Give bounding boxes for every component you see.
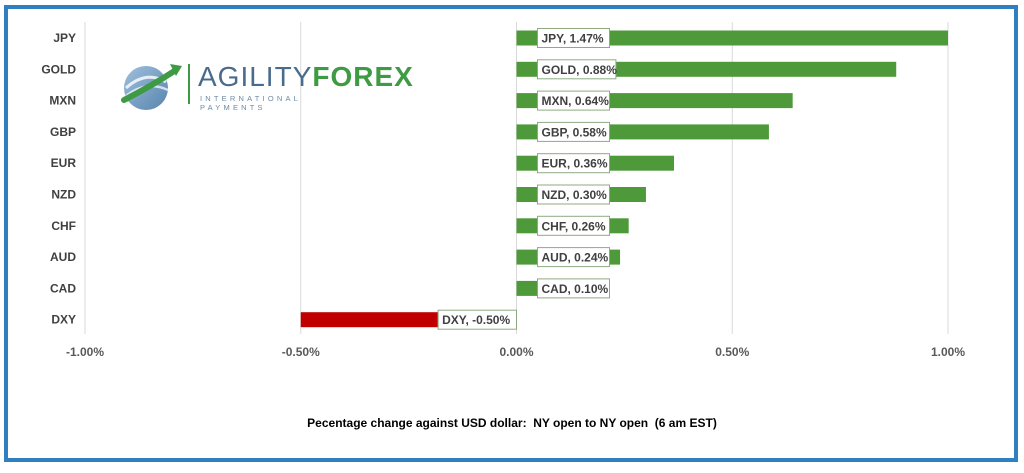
x-tick-label: -0.50%: [282, 345, 320, 359]
category-label: EUR: [51, 156, 77, 170]
logo-wordmark: AGILITYFOREX: [198, 62, 414, 92]
category-label: CHF: [51, 219, 76, 233]
data-label-box: [537, 215, 610, 236]
logo-tagline: INTERNATIONAL PAYMENTS: [200, 94, 301, 112]
data-label-box: [537, 247, 610, 268]
agility-forex-logo: AGILITYFOREX INTERNATIONAL PAYMENTS: [120, 58, 413, 114]
bar: [516, 280, 539, 296]
data-label: CAD, 0.10%: [542, 282, 609, 296]
data-label-box: [537, 28, 610, 48]
bar: [516, 30, 948, 46]
data-label-box: [537, 90, 610, 111]
x-tick-label: 1.00%: [931, 345, 965, 359]
data-label-box: [537, 153, 610, 174]
data-label: DXY, -0.50%: [442, 313, 510, 327]
data-label: JPY, 1.47%: [542, 32, 604, 46]
data-label: EUR, 0.36%: [542, 157, 608, 171]
data-label: MXN, 0.64%: [542, 94, 610, 108]
logo-name-part1: AGILITY: [198, 61, 313, 92]
data-label: GBP, 0.58%: [542, 125, 607, 139]
logo-name-part2: FOREX: [312, 61, 414, 92]
x-tick-label: -1.00%: [66, 345, 104, 359]
chart-caption: Pecentage change against USD dollar: NY …: [307, 416, 717, 430]
data-label-box: [537, 278, 610, 299]
x-tick-label: 0.50%: [715, 345, 749, 359]
category-label: DXY: [51, 313, 76, 327]
data-label-box: [537, 59, 617, 80]
category-label: JPY: [53, 31, 76, 45]
data-label: AUD, 0.24%: [542, 251, 609, 265]
data-label-box: [537, 184, 610, 205]
data-label: GOLD, 0.88%: [542, 63, 618, 77]
chart-frame: [4, 5, 1018, 462]
category-label: NZD: [51, 188, 76, 202]
data-label-box: [537, 121, 610, 142]
category-label: MXN: [49, 94, 76, 108]
category-label: AUD: [50, 250, 76, 264]
logo-divider: [188, 64, 190, 104]
category-label: GOLD: [41, 62, 76, 76]
globe-icon: [121, 64, 182, 110]
data-label-box: [437, 309, 518, 330]
data-label: NZD, 0.30%: [542, 188, 608, 202]
category-label: GBP: [50, 125, 76, 139]
category-label: CAD: [50, 281, 76, 295]
data-label: CHF, 0.26%: [542, 219, 606, 233]
x-tick-label: 0.00%: [499, 345, 533, 359]
